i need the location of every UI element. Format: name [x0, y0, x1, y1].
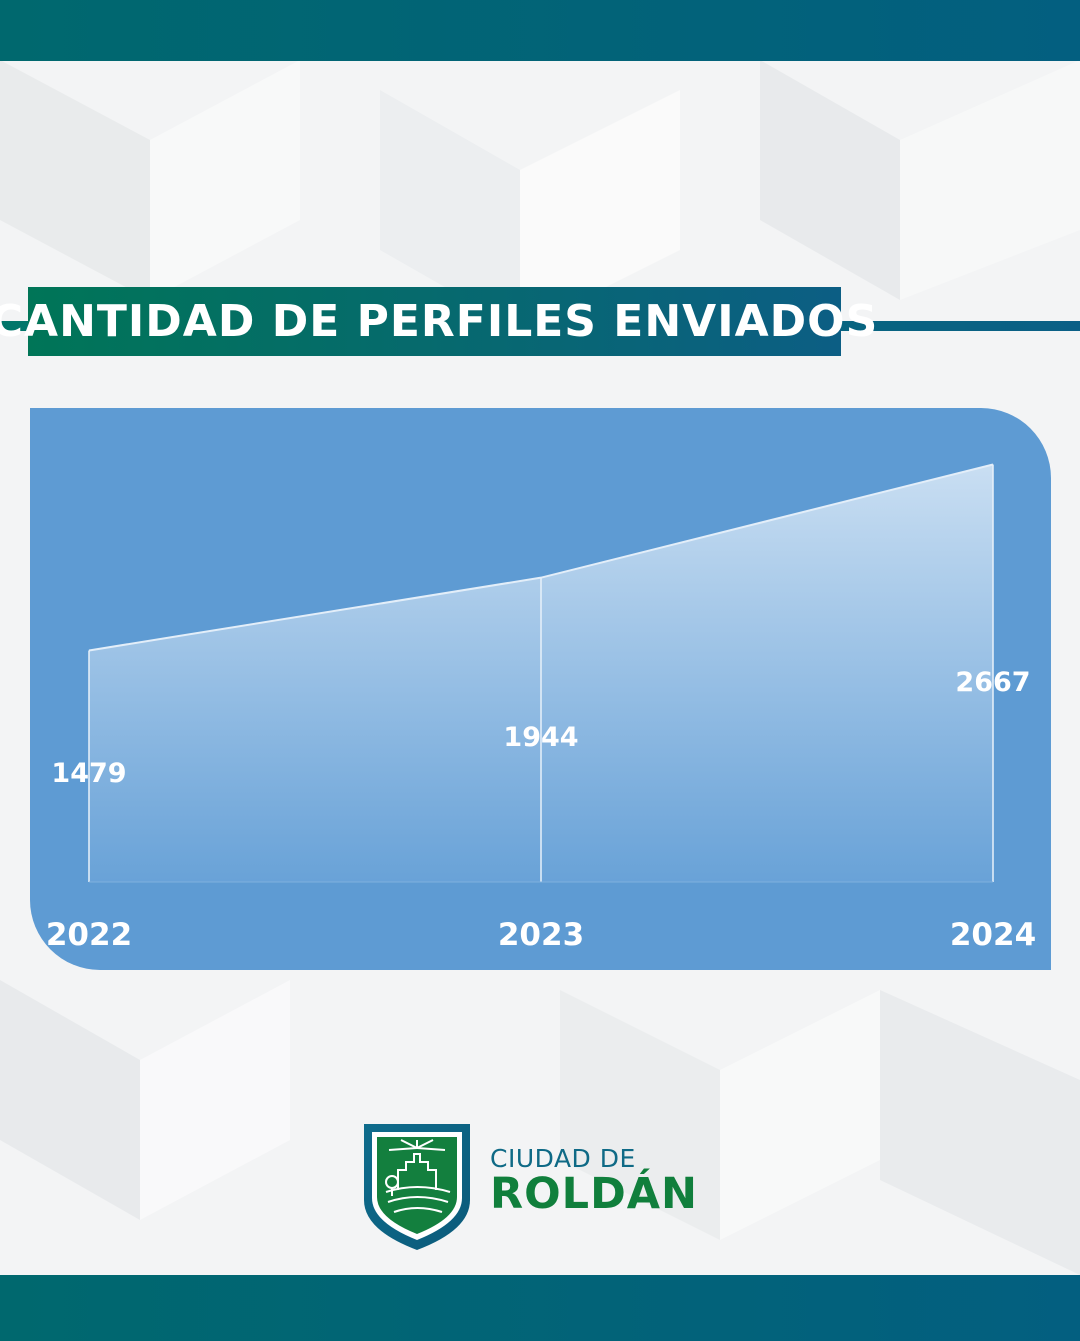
bottom-banner	[0, 1275, 1080, 1341]
title-box: CANTIDAD DE PERFILES ENVIADOS	[0, 287, 877, 356]
city-shield-icon	[364, 1124, 470, 1250]
area-chart: 1479 1944 2667 2022 2023 2024	[46, 463, 1036, 953]
x-tick-label-2023: 2023	[498, 917, 584, 953]
chart-panel: 1479 1944 2667 2022 2023 2024	[30, 408, 1051, 970]
logo-text-top: CIUDAD DE	[490, 1144, 636, 1173]
data-label-2024: 2667	[955, 667, 1030, 698]
top-banner	[0, 0, 1080, 61]
x-tick-label-2022: 2022	[46, 917, 132, 953]
data-label-2023: 1944	[503, 722, 578, 753]
logo-text-main: ROLDÁN	[490, 1169, 699, 1219]
page-title: CANTIDAD DE PERFILES ENVIADOS	[0, 296, 879, 347]
x-tick-label-2024: 2024	[950, 917, 1036, 953]
city-logo: CIUDAD DE ROLDÁN	[358, 1118, 748, 1258]
data-label-2022: 1479	[51, 758, 126, 789]
